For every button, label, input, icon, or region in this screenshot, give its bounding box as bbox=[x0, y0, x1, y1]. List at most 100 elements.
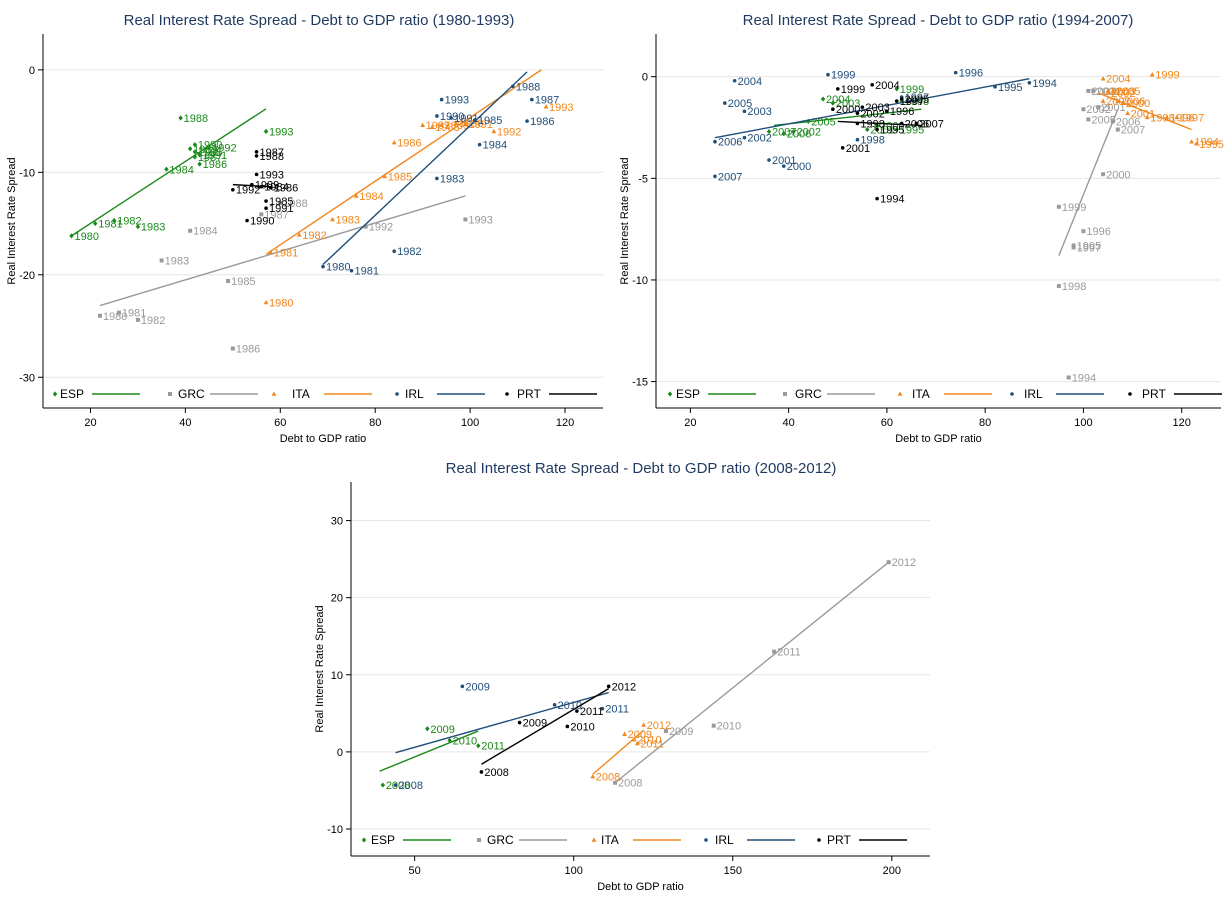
fit-line-prt bbox=[837, 120, 922, 127]
data-point bbox=[831, 107, 835, 112]
fit-line-prt bbox=[481, 688, 610, 765]
legend-label-grc: GRC bbox=[487, 833, 514, 847]
point-label: 2001 bbox=[1101, 102, 1125, 114]
data-point bbox=[1110, 88, 1116, 93]
data-point bbox=[321, 264, 325, 269]
data-point bbox=[631, 736, 637, 742]
point-label: 1994 bbox=[1072, 373, 1096, 385]
legend-label-grc: GRC bbox=[795, 387, 822, 401]
point-label: 1987 bbox=[260, 147, 284, 159]
point-label: 1980 bbox=[326, 262, 350, 274]
data-point bbox=[914, 121, 919, 126]
point-label: 1987 bbox=[264, 209, 288, 221]
data-point bbox=[250, 182, 254, 187]
point-label: 1981 bbox=[274, 247, 298, 259]
legend-marker-ita bbox=[591, 837, 597, 842]
fit-line-grc bbox=[1058, 108, 1119, 256]
point-label: 2008 bbox=[618, 778, 642, 790]
point-label: 1982 bbox=[397, 246, 421, 258]
legend-marker-esp bbox=[361, 837, 367, 843]
point-label: 2003 bbox=[1091, 86, 1115, 98]
data-point bbox=[1071, 245, 1076, 250]
data-point bbox=[245, 218, 249, 223]
data-point bbox=[1120, 100, 1126, 105]
data-point bbox=[391, 140, 397, 145]
legend-marker-irl bbox=[395, 392, 399, 396]
point-label: 1982 bbox=[117, 215, 141, 227]
y-axis-label: Real Interest Rate Spread bbox=[6, 157, 18, 284]
data-point bbox=[1066, 375, 1071, 380]
legend-marker-ita bbox=[271, 391, 277, 396]
data-point bbox=[392, 249, 396, 254]
data-point bbox=[93, 220, 98, 227]
fit-line-grc bbox=[614, 561, 890, 784]
point-label: 2001 bbox=[1131, 108, 1155, 120]
data-point bbox=[473, 118, 477, 122]
point-label: 2006 bbox=[1121, 96, 1145, 108]
point-label: 2010 bbox=[570, 721, 594, 733]
x-tick-label: 80 bbox=[979, 417, 991, 429]
data-point bbox=[613, 780, 618, 785]
legend: ESP GRC ITA IRL PRT bbox=[52, 387, 597, 401]
point-label: 1983 bbox=[141, 222, 165, 234]
chart-title: Real Interest Rate Spread - Debt to GDP … bbox=[446, 460, 837, 477]
data-point bbox=[330, 216, 335, 222]
data-point bbox=[860, 105, 865, 109]
scatter-chart-1980-1993: Real Interest Rate Spread - Debt to GDP … bbox=[6, 12, 603, 445]
data-point bbox=[264, 199, 268, 203]
x-tick-label: 20 bbox=[684, 417, 696, 429]
data-point bbox=[476, 743, 481, 749]
point-label: 1998 bbox=[1062, 281, 1086, 293]
data-point bbox=[530, 97, 534, 102]
data-point bbox=[855, 137, 860, 142]
point-label: 1996 bbox=[1086, 226, 1110, 238]
data-point bbox=[835, 87, 840, 91]
point-label: 1995 bbox=[1199, 139, 1223, 151]
data-point bbox=[425, 726, 430, 732]
point-label: 1996 bbox=[890, 106, 914, 118]
data-point bbox=[1081, 229, 1086, 234]
point-label: 1994 bbox=[1032, 78, 1056, 90]
point-label: 2007 bbox=[1106, 96, 1130, 108]
fit-line-irl bbox=[714, 78, 1030, 139]
data-point bbox=[439, 122, 445, 127]
point-label: 2002 bbox=[1111, 88, 1135, 100]
point-label: 2004 bbox=[738, 76, 762, 88]
data-point bbox=[565, 724, 570, 729]
data-point bbox=[192, 142, 198, 148]
point-label: 2008 bbox=[386, 780, 410, 792]
point-label: 2007 bbox=[718, 171, 742, 183]
point-label: 1984 bbox=[359, 191, 383, 203]
data-point bbox=[722, 101, 727, 105]
series-esp: 1980198119821983198419851986198719881989… bbox=[69, 108, 294, 243]
data-point bbox=[830, 100, 836, 106]
point-label: 1993 bbox=[445, 95, 469, 107]
data-point bbox=[1189, 139, 1194, 144]
point-label: 1987 bbox=[198, 152, 222, 164]
data-point bbox=[268, 185, 273, 190]
data-point bbox=[894, 126, 899, 133]
y-tick-label: 0 bbox=[337, 747, 343, 759]
fit-line-ita bbox=[592, 729, 645, 775]
chart-title: Real Interest Rate Spread - Debt to GDP … bbox=[124, 12, 515, 29]
data-point bbox=[713, 174, 717, 179]
point-label: 1985 bbox=[231, 276, 255, 288]
point-label: 2007 bbox=[772, 127, 796, 139]
data-point bbox=[263, 128, 269, 134]
data-point bbox=[206, 145, 212, 151]
point-label: 1984 bbox=[264, 182, 288, 194]
data-point bbox=[353, 193, 359, 198]
data-point bbox=[855, 121, 860, 126]
point-label: 1997 bbox=[1180, 112, 1204, 124]
data-point bbox=[1086, 88, 1091, 93]
series-grc: 1994199519961997199819992000200120022003… bbox=[1056, 86, 1145, 385]
point-label: 1983 bbox=[165, 255, 189, 267]
data-point bbox=[453, 120, 459, 125]
point-label: 1997 bbox=[905, 92, 929, 104]
point-label: 2011 bbox=[640, 738, 664, 750]
data-point bbox=[463, 217, 468, 222]
point-label: 1980 bbox=[103, 311, 127, 323]
point-label: 2012 bbox=[892, 557, 916, 569]
point-label: 2003 bbox=[836, 98, 860, 110]
data-point bbox=[1101, 172, 1106, 177]
